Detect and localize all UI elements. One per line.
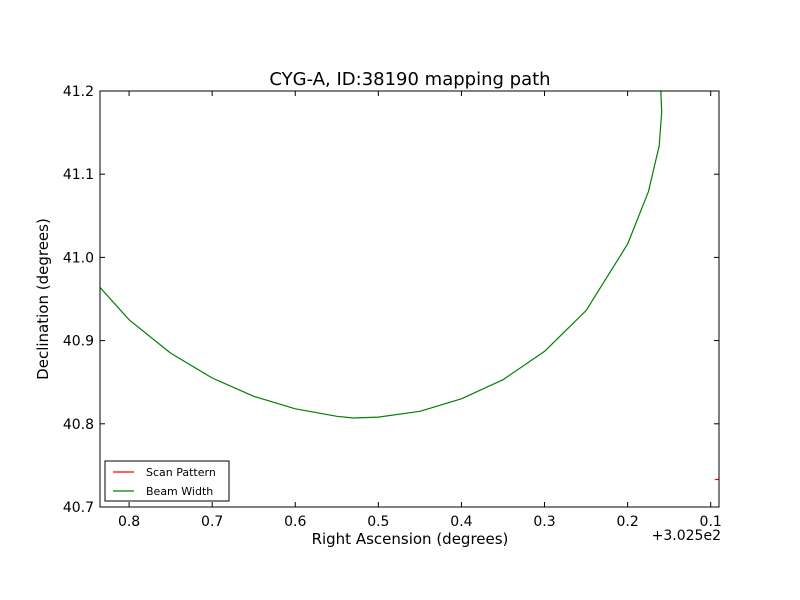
x-tick-label: 0.3 xyxy=(533,514,555,530)
x-tick-label: 0.1 xyxy=(700,514,722,530)
y-tick-label: 40.7 xyxy=(63,500,94,516)
legend: Scan Pattern Beam Width xyxy=(104,460,230,502)
x-axis-offset-label: +3.025e2 xyxy=(652,528,721,544)
y-tick-label: 40.8 xyxy=(63,417,94,433)
x-axis-label: Right Ascension (degrees) xyxy=(312,530,509,548)
y-tick-label: 41.1 xyxy=(63,167,94,183)
y-tick-label: 41.0 xyxy=(63,250,94,266)
x-tick-label: 0.6 xyxy=(284,514,306,530)
x-tick-label: 0.5 xyxy=(367,514,389,530)
y-tick-label: 41.2 xyxy=(63,84,94,100)
x-tick-label: 0.8 xyxy=(118,514,140,530)
series-layer xyxy=(100,91,719,481)
series-line-beam-width xyxy=(100,91,663,419)
x-tick-label: 0.7 xyxy=(201,514,223,530)
y-axis-label: Declination (degrees) xyxy=(34,218,52,380)
plot-frame xyxy=(99,90,720,508)
y-tick-label: 40.9 xyxy=(63,334,94,350)
x-tick-label: 0.2 xyxy=(616,514,638,530)
ticks-layer: 0.8 0.7 0.6 0.5 0.4 0.3 0.2 0.1 40.7 40.8 40.9 41.0… xyxy=(63,84,722,530)
x-tick-label: 0.4 xyxy=(450,514,472,530)
legend-box xyxy=(104,460,230,502)
chart-title: CYG-A, ID:38190 mapping path xyxy=(269,69,550,90)
legend-label-beam-width: Beam Width xyxy=(146,485,213,498)
legend-label-scan-pattern: Scan Pattern xyxy=(146,466,216,479)
